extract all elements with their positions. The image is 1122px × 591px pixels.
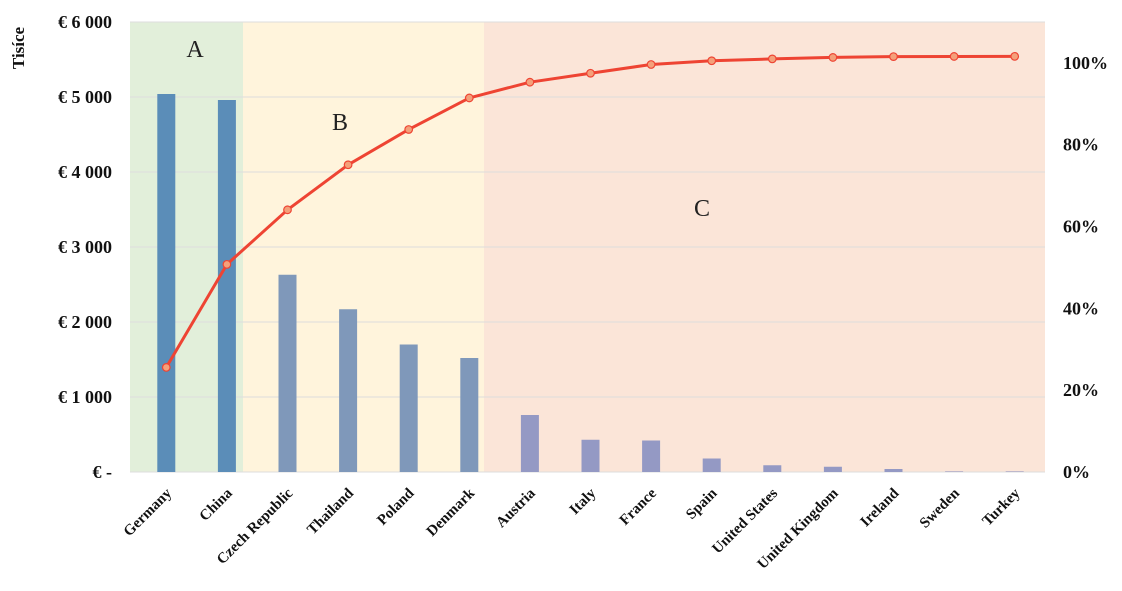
y-axis-title: Tisíce bbox=[9, 26, 28, 69]
category-label: Austria bbox=[493, 485, 539, 531]
category-label: Italy bbox=[567, 485, 600, 518]
bar-sweden bbox=[945, 471, 964, 472]
category-label: China bbox=[197, 485, 236, 524]
cumulative-point bbox=[767, 54, 777, 64]
cumulative-point bbox=[828, 53, 838, 62]
right-tick-label: 80% bbox=[1063, 135, 1099, 155]
left-tick-label: € - bbox=[93, 462, 113, 482]
category-label: France bbox=[617, 485, 660, 528]
category-label: Spain bbox=[683, 485, 721, 523]
category-label: Poland bbox=[374, 485, 418, 529]
cumulative-point bbox=[1010, 51, 1020, 61]
bar-czech-republic bbox=[278, 274, 297, 472]
left-tick-label: € 4 000 bbox=[58, 162, 112, 182]
left-tick-label: € 1 000 bbox=[58, 387, 112, 407]
category-label: Thailand bbox=[304, 485, 357, 538]
right-tick-label: 40% bbox=[1063, 298, 1099, 318]
left-tick-label: € 3 000 bbox=[58, 237, 112, 257]
right-tick-label: 0% bbox=[1063, 462, 1090, 482]
bar-turkey bbox=[1005, 471, 1024, 472]
left-tick-label: € 2 000 bbox=[58, 312, 112, 332]
right-tick-label: 60% bbox=[1063, 217, 1099, 237]
bar-united-kingdom bbox=[823, 466, 842, 472]
right-tick-label: 20% bbox=[1063, 380, 1099, 400]
cumulative-point bbox=[949, 52, 959, 61]
cumulative-point bbox=[889, 52, 898, 62]
zone-label-a: A bbox=[186, 37, 204, 63]
category-label: Germany bbox=[121, 485, 176, 540]
bar-ireland bbox=[884, 469, 903, 472]
category-label: Turkey bbox=[980, 485, 1024, 529]
bar-china bbox=[217, 100, 236, 472]
zone-label-c: C bbox=[694, 196, 710, 222]
cumulative-point bbox=[707, 56, 717, 66]
cumulative-point bbox=[283, 205, 292, 215]
bar-thailand bbox=[339, 309, 358, 472]
cumulative-point bbox=[222, 259, 232, 269]
bar-france bbox=[642, 440, 661, 472]
bar-italy bbox=[581, 439, 600, 472]
left-tick-label: € 5 000 bbox=[58, 87, 112, 107]
bar-spain bbox=[702, 458, 721, 472]
bar-united-states bbox=[763, 465, 782, 472]
cumulative-point bbox=[464, 93, 474, 103]
left-tick-label: € 6 000 bbox=[58, 12, 112, 32]
cumulative-point bbox=[586, 68, 595, 78]
category-label: Sweden bbox=[917, 485, 964, 532]
zone-label-b: B bbox=[332, 110, 348, 136]
bar-denmark bbox=[460, 358, 479, 472]
cumulative-point bbox=[646, 60, 656, 69]
right-tick-label: 100% bbox=[1063, 53, 1108, 73]
cumulative-point bbox=[404, 125, 414, 134]
bar-germany bbox=[157, 94, 176, 472]
cumulative-point bbox=[161, 362, 171, 372]
cumulative-point bbox=[343, 160, 353, 170]
cumulative-point bbox=[525, 77, 535, 87]
category-label: Denmark bbox=[424, 485, 479, 540]
category-label: Ireland bbox=[858, 485, 903, 530]
bar-poland bbox=[399, 344, 418, 472]
bar-austria bbox=[520, 415, 539, 472]
